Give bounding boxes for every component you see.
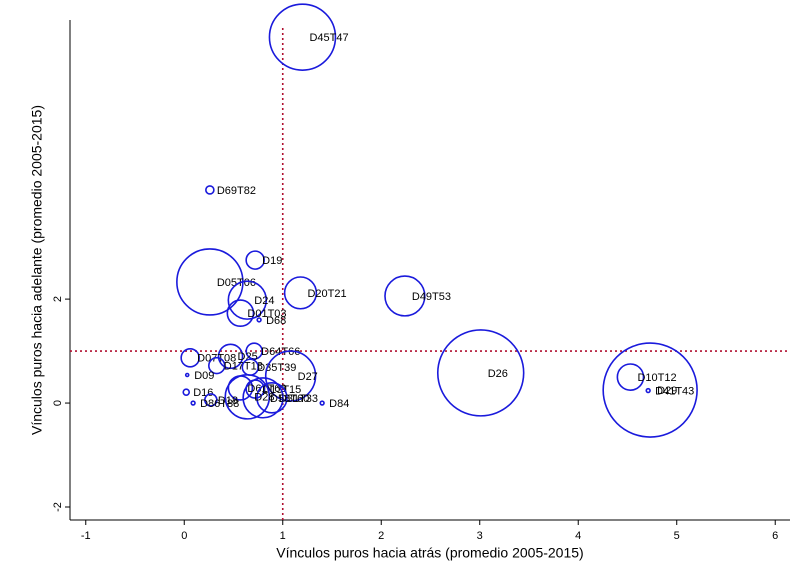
bubble (268, 3, 337, 71)
point-label: D29 (657, 385, 677, 397)
point-label: D49T53 (412, 291, 451, 303)
point-label: D05T06 (217, 277, 256, 289)
x-tick-label: 4 (575, 530, 581, 542)
point-label: D10T12 (637, 372, 676, 384)
bubble (245, 342, 263, 360)
point-label: D27 (298, 371, 318, 383)
point-label: D61T63 (247, 383, 286, 395)
point-label: D19 (262, 255, 282, 267)
bubble (616, 363, 645, 391)
bubble (204, 393, 218, 407)
y-axis-title: Vínculos puros hacia adelante (promedio … (29, 105, 45, 435)
point-label: D41T43 (655, 385, 694, 397)
bubble (224, 373, 271, 420)
point-label: D16 (193, 387, 213, 399)
bubble (256, 382, 288, 414)
x-tick-label: 5 (674, 530, 680, 542)
x-tick-label: 0 (181, 530, 187, 542)
bubble (436, 329, 525, 417)
point-label: D17T18 (224, 361, 263, 373)
point-label: D68 (266, 315, 286, 327)
bubble (226, 299, 255, 328)
x-tick-label: 2 (378, 530, 384, 542)
y-tick-label: 0 (52, 400, 64, 406)
bubble (180, 348, 200, 368)
bubble (319, 400, 325, 406)
bubble (182, 388, 191, 396)
point-label: D58T60 (270, 393, 309, 405)
point-label: D86T88 (200, 398, 239, 410)
point-label: D69T82 (217, 185, 256, 197)
bubble (384, 275, 426, 317)
bubble (217, 343, 244, 370)
point-label: D84 (329, 398, 349, 410)
point-label: D20T21 (307, 288, 346, 300)
bubble (283, 276, 318, 310)
x-tick-label: 6 (772, 530, 778, 542)
point-label: D45T47 (309, 32, 348, 44)
point-label: D28 (254, 392, 274, 404)
bubble (242, 377, 284, 419)
bubble (245, 250, 265, 270)
bubble (227, 280, 268, 320)
bubble (602, 342, 698, 438)
bubble (208, 356, 226, 375)
x-tick-label: 3 (477, 530, 483, 542)
point-label: D31T33 (279, 393, 318, 405)
x-axis-title: Vínculos puros hacia atrás (promedio 200… (276, 545, 583, 561)
point-label: D07T08 (197, 353, 236, 365)
bubble (184, 372, 190, 378)
point-label: D24 (254, 295, 274, 307)
point-label: D26 (488, 368, 508, 380)
bubble (205, 185, 215, 195)
point-label: D18 (218, 395, 238, 407)
point-label: D09 (194, 370, 214, 382)
x-tick-label: 1 (280, 530, 286, 542)
x-tick-label: -1 (81, 530, 91, 542)
y-tick-label: 2 (52, 296, 64, 302)
y-tick-label: -2 (52, 502, 64, 512)
point-label: D01T03 (247, 308, 286, 320)
point-label: D35T39 (257, 362, 296, 374)
point-label: D64T66 (261, 346, 300, 358)
bubble (190, 400, 196, 406)
bubble (645, 387, 651, 394)
bubble (256, 317, 262, 323)
bubble (264, 350, 317, 402)
